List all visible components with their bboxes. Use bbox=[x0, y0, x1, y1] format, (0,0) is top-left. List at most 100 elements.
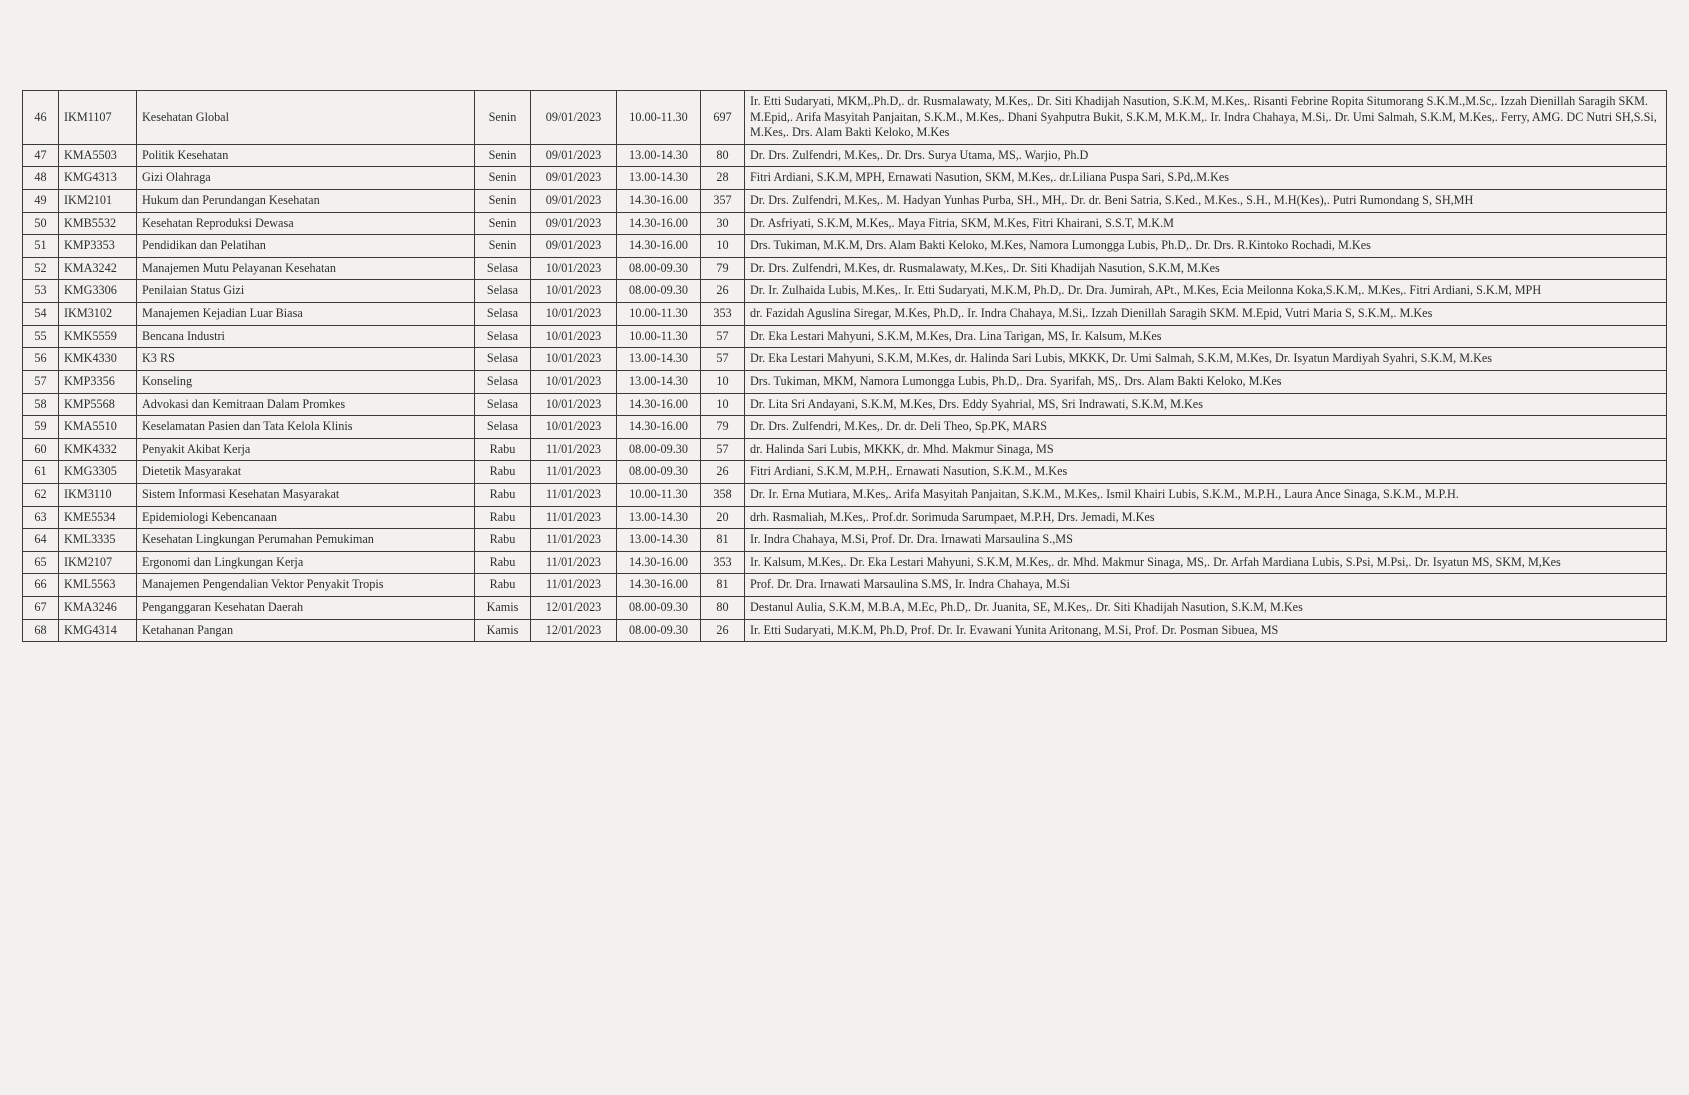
cell-date: 11/01/2023 bbox=[531, 483, 617, 506]
cell-code: IKM2101 bbox=[59, 190, 137, 213]
cell-no: 47 bbox=[23, 144, 59, 167]
cell-time: 14.30-16.00 bbox=[617, 393, 701, 416]
cell-code: IKM3110 bbox=[59, 483, 137, 506]
cell-day: Selasa bbox=[475, 393, 531, 416]
cell-code: KMA5510 bbox=[59, 416, 137, 439]
cell-count: 81 bbox=[701, 574, 745, 597]
cell-count: 80 bbox=[701, 144, 745, 167]
cell-course: Konseling bbox=[137, 370, 475, 393]
cell-lecturers: Dr. Asfriyati, S.K.M, M.Kes,. Maya Fitri… bbox=[745, 212, 1667, 235]
cell-lecturers: drh. Rasmaliah, M.Kes,. Prof.dr. Sorimud… bbox=[745, 506, 1667, 529]
cell-code: KMP3356 bbox=[59, 370, 137, 393]
cell-lecturers: Dr. Drs. Zulfendri, M.Kes, dr. Rusmalawa… bbox=[745, 257, 1667, 280]
cell-no: 48 bbox=[23, 167, 59, 190]
cell-day: Rabu bbox=[475, 438, 531, 461]
cell-day: Kamis bbox=[475, 619, 531, 642]
cell-day: Selasa bbox=[475, 280, 531, 303]
cell-lecturers: Ir. Kalsum, M.Kes,. Dr. Eka Lestari Mahy… bbox=[745, 551, 1667, 574]
cell-date: 09/01/2023 bbox=[531, 212, 617, 235]
table-row: 50KMB5532Kesehatan Reproduksi DewasaSeni… bbox=[23, 212, 1667, 235]
cell-lecturers: Destanul Aulia, S.K.M, M.B.A, M.Ec, Ph.D… bbox=[745, 597, 1667, 620]
table-row: 47KMA5503Politik KesehatanSenin09/01/202… bbox=[23, 144, 1667, 167]
cell-count: 79 bbox=[701, 257, 745, 280]
cell-no: 50 bbox=[23, 212, 59, 235]
table-row: 54IKM3102Manajemen Kejadian Luar BiasaSe… bbox=[23, 303, 1667, 326]
cell-course: Manajemen Kejadian Luar Biasa bbox=[137, 303, 475, 326]
cell-time: 08.00-09.30 bbox=[617, 280, 701, 303]
cell-course: Penyakit Akibat Kerja bbox=[137, 438, 475, 461]
schedule-tbody: 46IKM1107Kesehatan GlobalSenin09/01/2023… bbox=[23, 91, 1667, 642]
cell-day: Rabu bbox=[475, 551, 531, 574]
cell-course: Gizi Olahraga bbox=[137, 167, 475, 190]
table-row: 55KMK5559Bencana IndustriSelasa10/01/202… bbox=[23, 325, 1667, 348]
cell-no: 46 bbox=[23, 91, 59, 145]
cell-no: 54 bbox=[23, 303, 59, 326]
cell-count: 353 bbox=[701, 551, 745, 574]
table-row: 48KMG4313Gizi OlahragaSenin09/01/202313.… bbox=[23, 167, 1667, 190]
cell-date: 10/01/2023 bbox=[531, 280, 617, 303]
cell-no: 58 bbox=[23, 393, 59, 416]
cell-lecturers: Fitri Ardiani, S.K.M, MPH, Ernawati Nasu… bbox=[745, 167, 1667, 190]
cell-code: KMG3305 bbox=[59, 461, 137, 484]
table-row: 57KMP3356KonselingSelasa10/01/202313.00-… bbox=[23, 370, 1667, 393]
table-row: 51KMP3353Pendidikan dan PelatihanSenin09… bbox=[23, 235, 1667, 258]
cell-count: 26 bbox=[701, 619, 745, 642]
table-row: 64KML3335Kesehatan Lingkungan Perumahan … bbox=[23, 529, 1667, 552]
schedule-table: 46IKM1107Kesehatan GlobalSenin09/01/2023… bbox=[22, 90, 1667, 642]
cell-count: 20 bbox=[701, 506, 745, 529]
cell-course: Advokasi dan Kemitraan Dalam Promkes bbox=[137, 393, 475, 416]
cell-time: 10.00-11.30 bbox=[617, 483, 701, 506]
cell-lecturers: Dr. Ir. Zulhaida Lubis, M.Kes,. Ir. Etti… bbox=[745, 280, 1667, 303]
cell-time: 14.30-16.00 bbox=[617, 212, 701, 235]
cell-course: Manajemen Mutu Pelayanan Kesehatan bbox=[137, 257, 475, 280]
cell-course: Bencana Industri bbox=[137, 325, 475, 348]
cell-count: 81 bbox=[701, 529, 745, 552]
cell-course: Penganggaran Kesehatan Daerah bbox=[137, 597, 475, 620]
cell-date: 10/01/2023 bbox=[531, 325, 617, 348]
cell-date: 12/01/2023 bbox=[531, 597, 617, 620]
cell-count: 697 bbox=[701, 91, 745, 145]
cell-time: 13.00-14.30 bbox=[617, 348, 701, 371]
cell-count: 79 bbox=[701, 416, 745, 439]
cell-date: 09/01/2023 bbox=[531, 235, 617, 258]
cell-count: 358 bbox=[701, 483, 745, 506]
cell-no: 56 bbox=[23, 348, 59, 371]
cell-lecturers: Fitri Ardiani, S.K.M, M.P.H,. Ernawati N… bbox=[745, 461, 1667, 484]
cell-date: 09/01/2023 bbox=[531, 91, 617, 145]
cell-count: 10 bbox=[701, 393, 745, 416]
cell-date: 11/01/2023 bbox=[531, 506, 617, 529]
cell-lecturers: Dr. Ir. Erna Mutiara, M.Kes,. Arifa Masy… bbox=[745, 483, 1667, 506]
cell-course: Epidemiologi Kebencanaan bbox=[137, 506, 475, 529]
cell-date: 09/01/2023 bbox=[531, 167, 617, 190]
cell-no: 51 bbox=[23, 235, 59, 258]
cell-count: 10 bbox=[701, 235, 745, 258]
cell-day: Selasa bbox=[475, 416, 531, 439]
cell-time: 14.30-16.00 bbox=[617, 551, 701, 574]
table-row: 59KMA5510Keselamatan Pasien dan Tata Kel… bbox=[23, 416, 1667, 439]
cell-code: KML5563 bbox=[59, 574, 137, 597]
cell-code: KME5534 bbox=[59, 506, 137, 529]
cell-count: 28 bbox=[701, 167, 745, 190]
cell-no: 62 bbox=[23, 483, 59, 506]
cell-lecturers: Dr. Lita Sri Andayani, S.K.M, M.Kes, Drs… bbox=[745, 393, 1667, 416]
table-row: 65IKM2107Ergonomi dan Lingkungan KerjaRa… bbox=[23, 551, 1667, 574]
table-row: 46IKM1107Kesehatan GlobalSenin09/01/2023… bbox=[23, 91, 1667, 145]
cell-day: Senin bbox=[475, 212, 531, 235]
cell-course: Politik Kesehatan bbox=[137, 144, 475, 167]
cell-lecturers: dr. Fazidah Aguslina Siregar, M.Kes, Ph.… bbox=[745, 303, 1667, 326]
cell-code: KMK4332 bbox=[59, 438, 137, 461]
table-row: 56KMK4330K3 RSSelasa10/01/202313.00-14.3… bbox=[23, 348, 1667, 371]
cell-day: Rabu bbox=[475, 529, 531, 552]
cell-code: IKM2107 bbox=[59, 551, 137, 574]
cell-course: Kesehatan Global bbox=[137, 91, 475, 145]
table-row: 53KMG3306Penilaian Status GiziSelasa10/0… bbox=[23, 280, 1667, 303]
cell-code: KMG3306 bbox=[59, 280, 137, 303]
cell-code: KMG4314 bbox=[59, 619, 137, 642]
cell-course: Penilaian Status Gizi bbox=[137, 280, 475, 303]
cell-day: Rabu bbox=[475, 483, 531, 506]
cell-time: 14.30-16.00 bbox=[617, 235, 701, 258]
table-row: 66KML5563Manajemen Pengendalian Vektor P… bbox=[23, 574, 1667, 597]
cell-date: 11/01/2023 bbox=[531, 529, 617, 552]
cell-time: 14.30-16.00 bbox=[617, 416, 701, 439]
cell-time: 13.00-14.30 bbox=[617, 144, 701, 167]
